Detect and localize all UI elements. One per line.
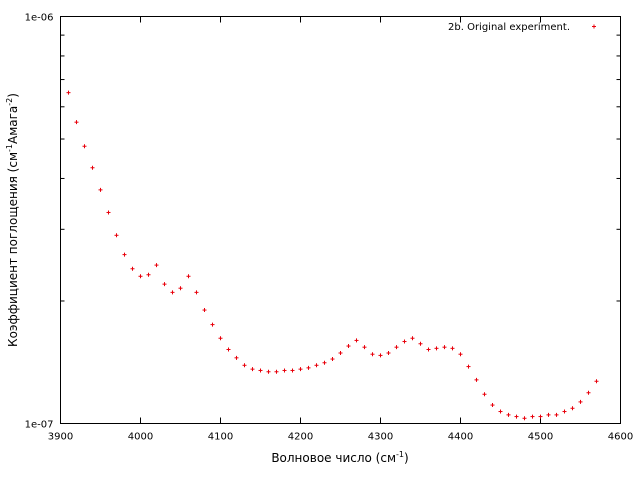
data-point — [410, 336, 415, 341]
data-point — [154, 263, 159, 268]
data-point — [66, 90, 71, 95]
data-point — [186, 274, 191, 279]
data-point — [306, 365, 311, 370]
data-point — [90, 165, 95, 170]
data-point — [314, 363, 319, 368]
data-point — [234, 355, 239, 360]
data-point — [202, 308, 207, 313]
data-point — [138, 274, 143, 279]
x-tick-label: 4000 — [128, 432, 153, 443]
data-point — [498, 409, 503, 414]
data-point — [338, 351, 343, 356]
data-point — [426, 347, 431, 352]
x-tick-label: 4100 — [208, 432, 233, 443]
x-tick-label: 4400 — [448, 432, 473, 443]
legend-marker-plus-icon — [592, 24, 596, 29]
data-point — [418, 341, 423, 346]
data-point — [378, 353, 383, 358]
data-point — [434, 346, 439, 351]
data-point — [362, 345, 367, 350]
data-point — [122, 252, 127, 257]
data-point — [458, 352, 463, 357]
data-point — [82, 144, 87, 149]
data-point — [178, 286, 183, 291]
data-point — [466, 364, 471, 369]
x-tick-label: 4300 — [368, 432, 393, 443]
x-tick-label: 4500 — [528, 432, 553, 443]
data-point — [578, 399, 583, 404]
data-point — [346, 344, 351, 349]
data-point — [290, 368, 295, 373]
data-point — [210, 322, 215, 327]
data-point — [274, 369, 279, 374]
data-point — [242, 363, 247, 368]
data-point — [514, 414, 519, 419]
data-point — [162, 282, 167, 287]
data-point — [170, 290, 175, 295]
data-point — [266, 369, 271, 374]
data-point — [490, 403, 495, 408]
x-tick-label: 4200 — [288, 432, 313, 443]
data-point — [546, 412, 551, 417]
data-point — [74, 120, 79, 125]
legend: 2b. Original experiment. — [448, 22, 596, 33]
data-point — [146, 272, 151, 277]
y-tick-label: 1e-07 — [25, 420, 54, 431]
data-point — [250, 367, 255, 372]
legend-entry-label: 2b. Original experiment. — [448, 22, 570, 33]
y-tick-labels: 1e-06 1e-07 — [25, 13, 54, 431]
data-point — [370, 352, 375, 357]
data-point — [474, 377, 479, 382]
data-point — [402, 339, 407, 344]
data-point — [130, 266, 135, 271]
plot-frame — [60, 16, 621, 424]
data-point — [106, 210, 111, 215]
data-point — [226, 347, 231, 352]
data-point — [322, 360, 327, 365]
data-point — [386, 351, 391, 356]
data-point — [538, 414, 543, 419]
data-point — [194, 290, 199, 295]
y-axis-label: Коэффициент поглощения (см-1Амага-2) — [5, 93, 20, 347]
data-point — [98, 187, 103, 192]
data-point — [506, 412, 511, 417]
data-point — [114, 233, 119, 238]
data-points — [66, 90, 599, 421]
data-point — [258, 368, 263, 373]
data-point — [594, 379, 599, 384]
data-point — [562, 409, 567, 414]
x-tick-label: 3900 — [48, 432, 73, 443]
data-point — [450, 346, 455, 351]
data-point — [586, 390, 591, 395]
data-point — [522, 416, 527, 421]
ticks-layer — [60, 16, 621, 424]
data-point — [218, 336, 223, 341]
x-tick-labels: 3900 4000 4100 4200 4300 4400 4500 4600 — [48, 432, 633, 443]
data-point — [282, 368, 287, 373]
data-point — [442, 345, 447, 350]
y-tick-label: 1e-06 — [25, 13, 54, 24]
data-point — [482, 392, 487, 397]
x-axis-label: Волновое число (см-1) — [271, 450, 408, 465]
data-point — [530, 414, 535, 419]
data-point — [298, 367, 303, 372]
data-point — [394, 345, 399, 350]
x-tick-label: 4600 — [608, 432, 633, 443]
data-point — [330, 357, 335, 362]
data-point — [554, 412, 559, 417]
data-point — [570, 406, 575, 411]
data-point — [354, 338, 359, 343]
